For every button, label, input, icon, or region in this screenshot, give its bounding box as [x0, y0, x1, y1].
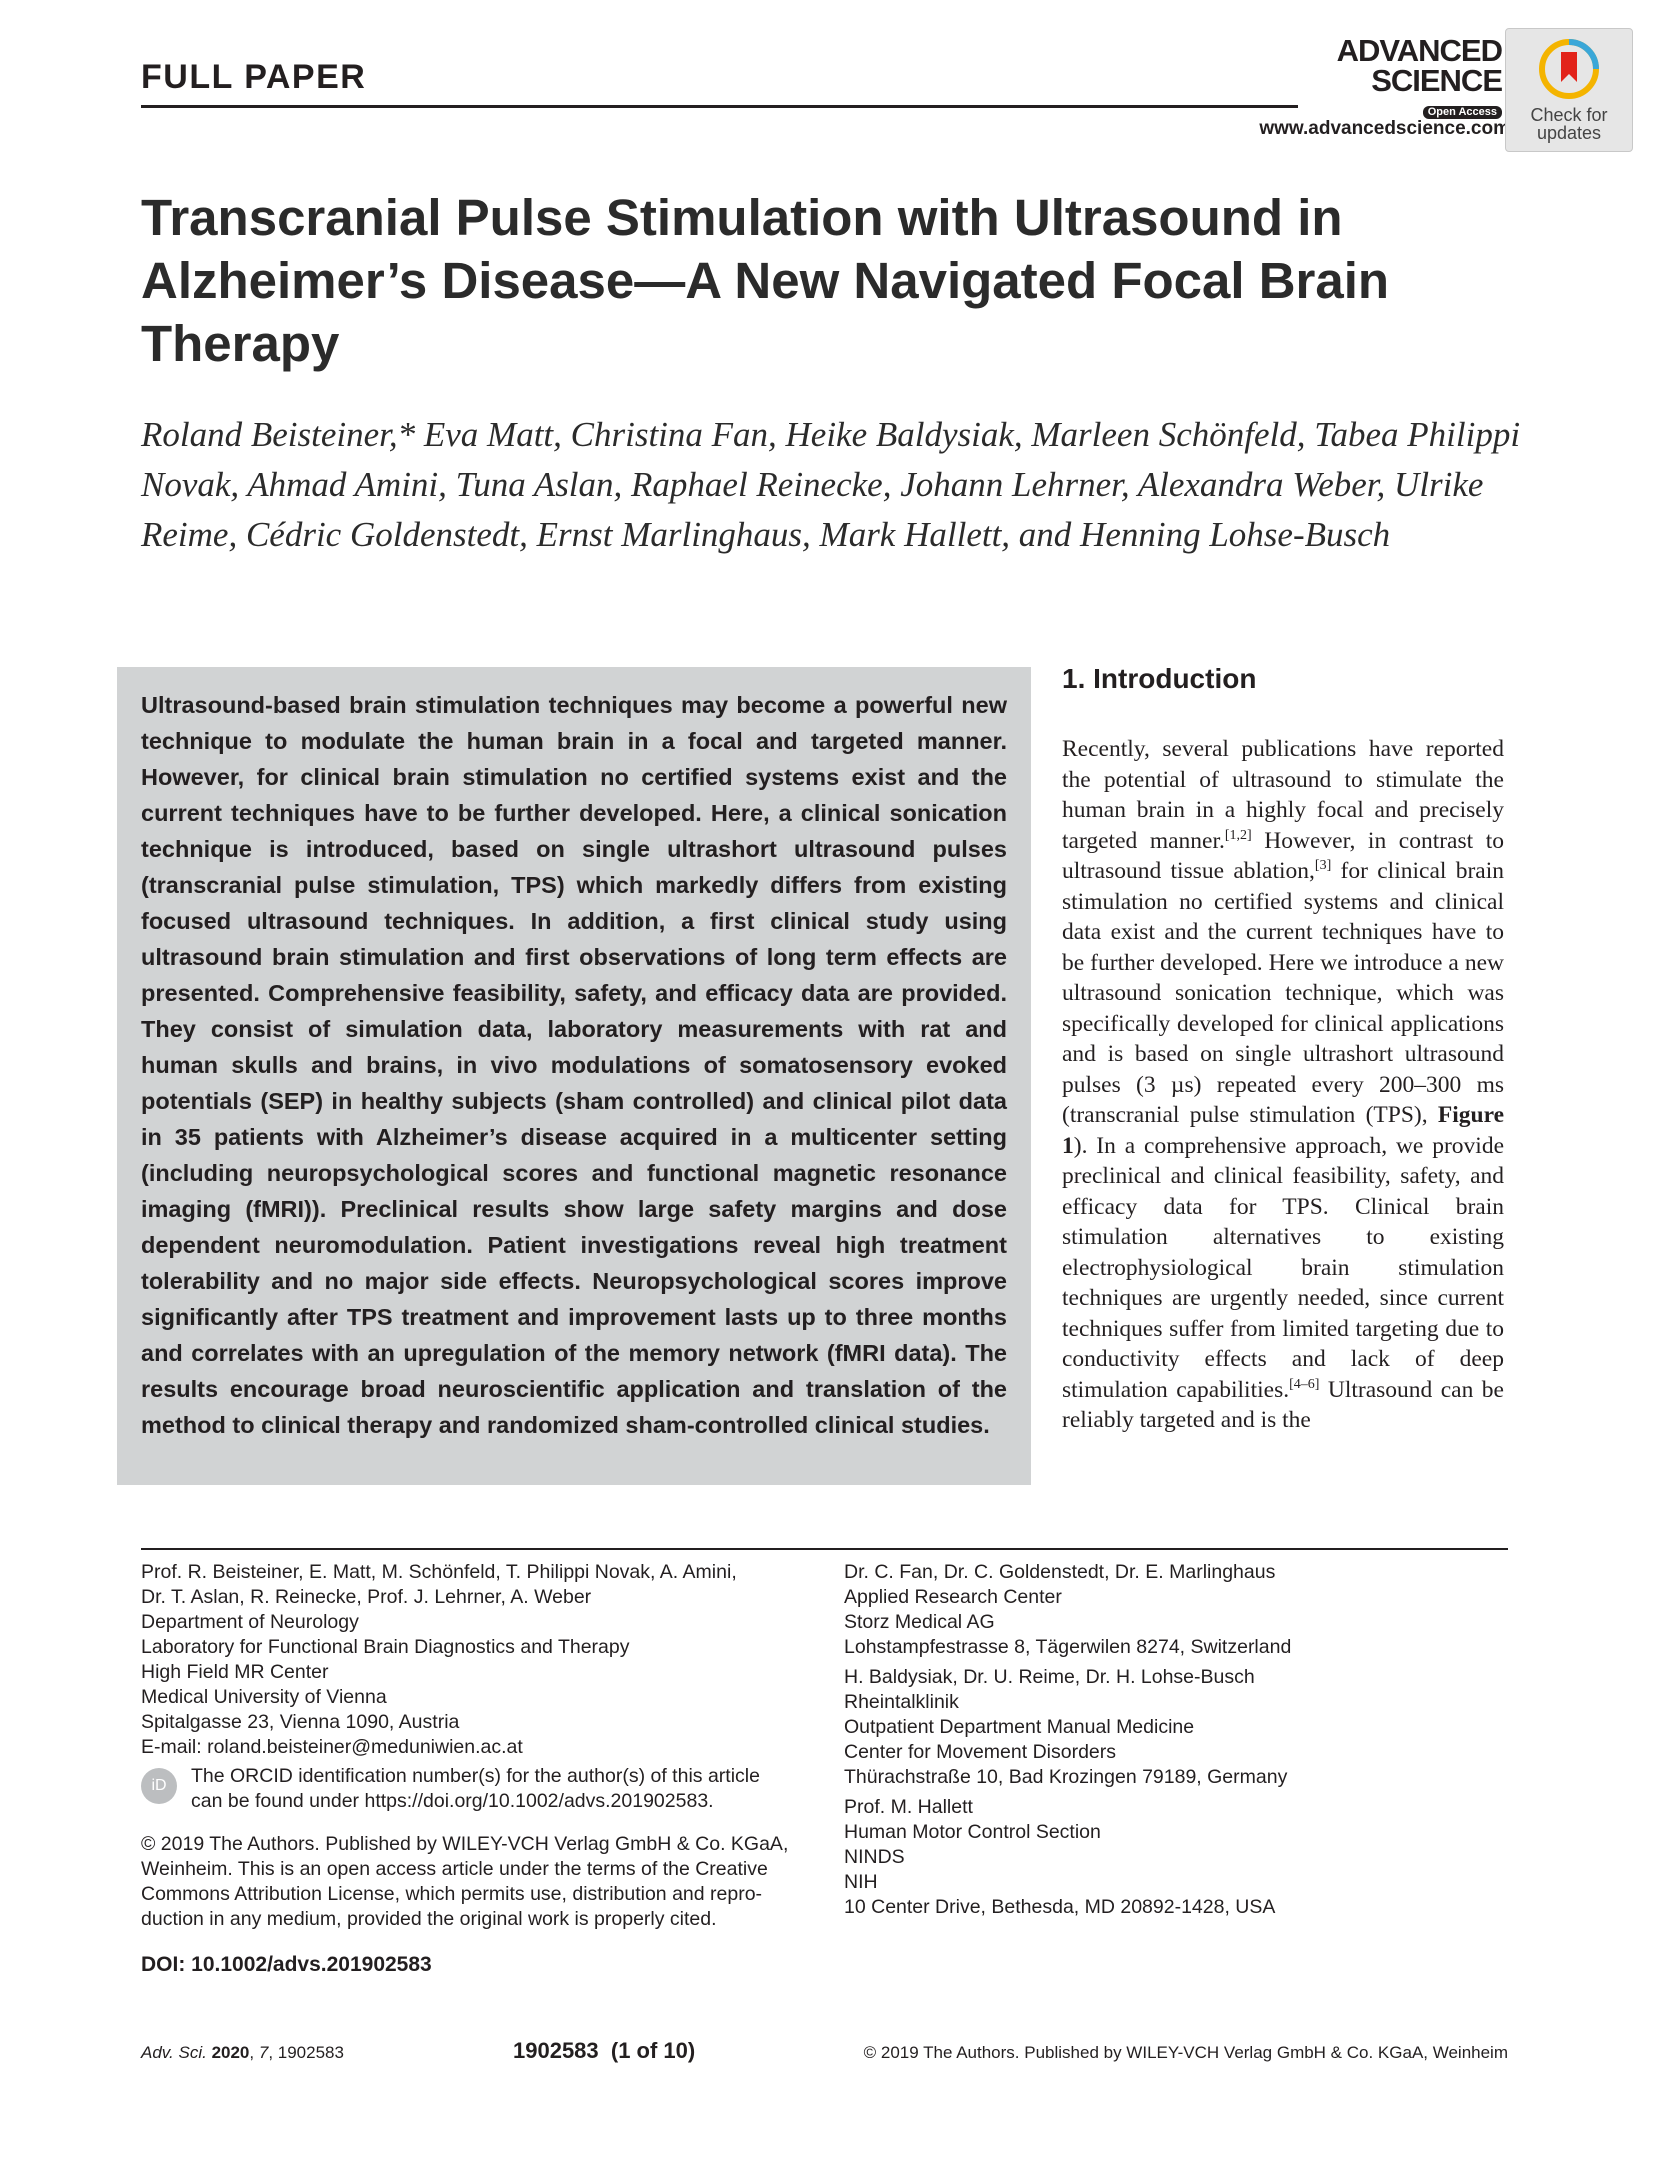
footer-citation: Adv. Sci. 2020, 7, 1902583 — [141, 2043, 344, 2062]
intro-text-part: Recently, several publications have repo… — [1062, 736, 1504, 854]
affiliation-line: H. Baldysiak, Dr. U. Reime, Dr. H. Lohse… — [844, 1666, 1255, 1688]
copyright-line: Weinheim. This is an open access article… — [141, 1858, 768, 1880]
citation-ref[interactable]: [3] — [1314, 858, 1332, 874]
orcid-doi-link[interactable]: can be found under https://doi.org/10.10… — [191, 1790, 714, 1812]
footer-year: 2020 — [211, 2043, 250, 2062]
section-label: FULL PAPER — [141, 58, 367, 96]
affiliation-line: Applied Research Center — [844, 1586, 1062, 1608]
abstract-text: Ultrasound-based brain stimulation techn… — [141, 692, 1007, 1438]
citation-ref[interactable]: [4–6] — [1289, 1376, 1320, 1392]
affiliation-rule — [141, 1548, 1508, 1550]
affiliation-line: Lohstampfestrasse 8, Tägerwilen 8274, Sw… — [844, 1636, 1292, 1658]
introduction-text: Recently, several publications have repo… — [1062, 734, 1504, 1436]
affiliation-line: Storz Medical AG — [844, 1611, 995, 1633]
journal-logo: ADVANCED SCIENCE Open Access — [1302, 33, 1503, 126]
affiliation-line: NINDS — [844, 1846, 905, 1868]
open-access-badge: Open Access — [1422, 106, 1502, 119]
intro-text-part: However, in contrast to ultrasound tissu… — [1062, 827, 1505, 885]
affiliation-line: Thürachstraße 10, Bad Krozingen 79189, G… — [844, 1766, 1288, 1788]
affiliation-line: Medical University of Vienna — [141, 1686, 387, 1708]
affiliation-line: Human Motor Control Section — [844, 1821, 1101, 1843]
affiliation-line: Dr. T. Aslan, R. Reinecke, Prof. J. Lehr… — [141, 1586, 592, 1608]
email-link[interactable]: E-mail: roland.beisteiner@meduniwien.ac.… — [141, 1736, 523, 1758]
affiliation-line: Dr. C. Fan, Dr. C. Goldenstedt, Dr. E. M… — [844, 1561, 1276, 1583]
journal-url-link[interactable]: www.advancedscience.com — [1259, 118, 1510, 139]
badge-line2: updates — [1536, 123, 1602, 143]
affiliation-left: Prof. R. Beisteiner, E. Matt, M. Schönfe… — [141, 1560, 841, 1760]
intro-text-part: for clinical brain stimulation no certif… — [1062, 858, 1504, 1128]
author-list: Roland Beisteiner,* Eva Matt, Christina … — [141, 415, 1521, 554]
logo-line2: SCIENCE — [1371, 63, 1503, 98]
footer-page-number: 1902583 (1 of 10) — [513, 2038, 696, 2063]
orcid-icon: iD — [141, 1768, 177, 1804]
affiliation-line: Prof. M. Hallett — [844, 1796, 973, 1818]
copyright-line: © 2019 The Authors. Published by WILEY-V… — [141, 1833, 789, 1855]
affiliation-line: Center for Movement Disorders — [844, 1741, 1117, 1763]
footer-journal: Adv. Sci. — [141, 2043, 207, 2062]
copyright-notice: © 2019 The Authors. Published by WILEY-V… — [141, 1832, 801, 1932]
affiliation-line: 10 Center Drive, Bethesda, MD 20892-1428… — [844, 1896, 1276, 1918]
citation-ref[interactable]: [1,2] — [1224, 827, 1252, 843]
affiliation-line: Laboratory for Functional Brain Diagnost… — [141, 1636, 630, 1658]
logo-line1: ADVANCED — [1336, 33, 1503, 68]
affiliation-line: NIH — [844, 1871, 878, 1893]
badge-line1: Check for — [1530, 105, 1608, 125]
copyright-line: duction in any medium, provided the orig… — [141, 1908, 717, 1930]
affiliation-line: High Field MR Center — [141, 1661, 329, 1683]
orcid-line: The ORCID identification number(s) for t… — [191, 1765, 760, 1787]
affiliation-line: Outpatient Department Manual Medicine — [844, 1716, 1195, 1738]
affiliation-line: Rheintalklinik — [844, 1691, 959, 1713]
affiliation-line: Department of Neurology — [141, 1611, 359, 1633]
check-for-updates-badge[interactable]: Check for updates — [1505, 28, 1633, 152]
section-heading-introduction: 1. Introduction — [1062, 663, 1257, 694]
intro-text-part: Ultrasound can be reliably targeted and … — [1062, 1376, 1504, 1434]
intro-text-part: ). In a comprehensive approach, we provi… — [1062, 1132, 1504, 1403]
paper-title: Transcranial Pulse Stimulation with Ultr… — [141, 189, 1390, 372]
footer-volume: 7 — [258, 2043, 269, 2062]
footer-publisher: © 2019 The Authors. Published by WILEY-V… — [863, 2043, 1508, 2062]
abstract-box: Ultrasound-based brain stimulation techn… — [117, 667, 1031, 1485]
doi-link[interactable]: DOI: 10.1002/advs.201902583 — [141, 1953, 432, 1976]
crossmark-icon — [1539, 39, 1599, 99]
copyright-line: Commons Attribution License, which permi… — [141, 1883, 763, 1905]
affiliation-right: Dr. C. Fan, Dr. C. Goldenstedt, Dr. E. M… — [844, 1560, 1524, 1920]
header-rule — [141, 105, 1298, 108]
figure-ref[interactable]: Figure 1 — [1062, 1102, 1504, 1159]
affiliation-line: Prof. R. Beisteiner, E. Matt, M. Schönfe… — [141, 1561, 737, 1583]
orcid-note: iD The ORCID identification number(s) fo… — [141, 1764, 841, 1814]
footer-article: 1902583 — [277, 2043, 344, 2062]
affiliation-line: Spitalgasse 23, Vienna 1090, Austria — [141, 1711, 460, 1733]
